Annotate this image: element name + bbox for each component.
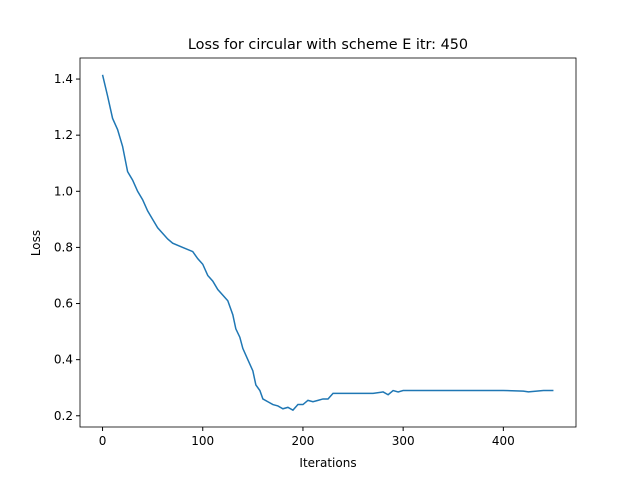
y-tick-label: 1.2 bbox=[54, 128, 73, 142]
chart-title: Loss for circular with scheme E itr: 450 bbox=[188, 37, 468, 53]
x-tick-label: 300 bbox=[392, 434, 415, 448]
y-tick-label: 1.4 bbox=[54, 72, 73, 86]
x-axis-label: Iterations bbox=[299, 456, 356, 470]
y-tick-label: 1.0 bbox=[54, 184, 73, 198]
y-axis-label: Loss bbox=[29, 230, 43, 256]
y-tick-label: 0.6 bbox=[54, 297, 73, 311]
x-tick-label: 200 bbox=[291, 434, 314, 448]
x-tick-label: 100 bbox=[191, 434, 214, 448]
x-tick-label: 400 bbox=[492, 434, 515, 448]
y-tick-label: 0.2 bbox=[54, 409, 73, 423]
y-tick-label: 0.8 bbox=[54, 240, 73, 254]
y-tick-label: 0.4 bbox=[54, 353, 73, 367]
data-line bbox=[101, 74, 554, 412]
x-tick-label: 0 bbox=[99, 434, 107, 448]
plot-frame bbox=[79, 57, 577, 428]
